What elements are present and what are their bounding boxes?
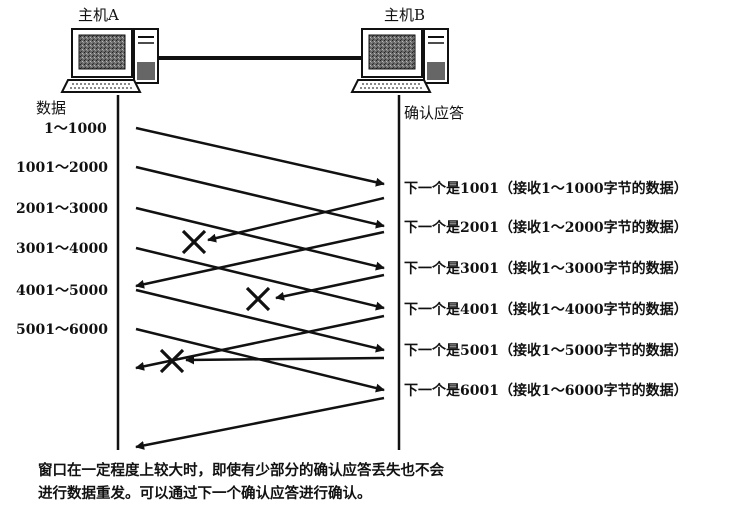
data-arrow (135, 126, 385, 187)
ack-label: 下一个是1001（接收1～1000字节的数据） (404, 180, 688, 197)
data-segment-label: 1001～2000 (16, 160, 108, 176)
data-arrow (135, 165, 385, 229)
ack-label: 下一个是6001（接收1～6000字节的数据） (404, 382, 688, 399)
ack-arrow (135, 314, 385, 371)
ack-label: 下一个是2001（接收1～2000字节的数据） (404, 219, 688, 236)
ack-arrow-lost (185, 355, 385, 365)
ack-arrow (135, 230, 385, 289)
ack-label: 下一个是4001（接收1～4000字节的数据） (404, 301, 688, 318)
ack-arrow-lost (275, 273, 385, 301)
data-segment-label: 2001～3000 (16, 201, 108, 217)
ack-arrow-lost (207, 196, 385, 243)
caption-line-2: 进行数据重发。可以通过下一个确认应答进行确认。 (38, 484, 372, 502)
data-segment-label: 4001～5000 (16, 283, 108, 299)
ack-label: 下一个是5001（接收1～5000字节的数据） (404, 342, 688, 359)
data-segment-label: 5001～6000 (16, 322, 108, 338)
data-arrow (135, 206, 385, 271)
loss-x-icon (245, 286, 271, 312)
data-segment-labels: 1～1000 1001～2000 2001～3000 3001～4000 400… (16, 121, 108, 338)
host-b-computer-icon (350, 28, 449, 93)
ack-labels: 下一个是1001（接收1～1000字节的数据） 下一个是2001（接收1～200… (404, 180, 688, 399)
ack-arrows (135, 196, 385, 450)
host-a-computer-icon (60, 28, 159, 93)
data-segment-label: 1～1000 (44, 121, 107, 137)
caption-line-1: 窗口在一定程度上较大时，即使有少部分的确认应答丢失也不会 (38, 461, 444, 479)
ack-label: 下一个是3001（接收1～3000字节的数据） (404, 260, 688, 277)
data-column-header: 数据 (36, 99, 66, 117)
loss-x-icon (181, 229, 207, 255)
ack-arrow (135, 396, 385, 450)
ack-column-header: 确认应答 (404, 104, 464, 122)
host-a-label: 主机A (78, 6, 119, 24)
loss-markers (159, 229, 271, 374)
loss-x-icon (159, 348, 185, 374)
host-b-label: 主机B (384, 6, 425, 24)
data-arrow (135, 246, 385, 311)
data-arrow (135, 288, 385, 353)
data-segment-label: 3001～4000 (16, 241, 108, 257)
